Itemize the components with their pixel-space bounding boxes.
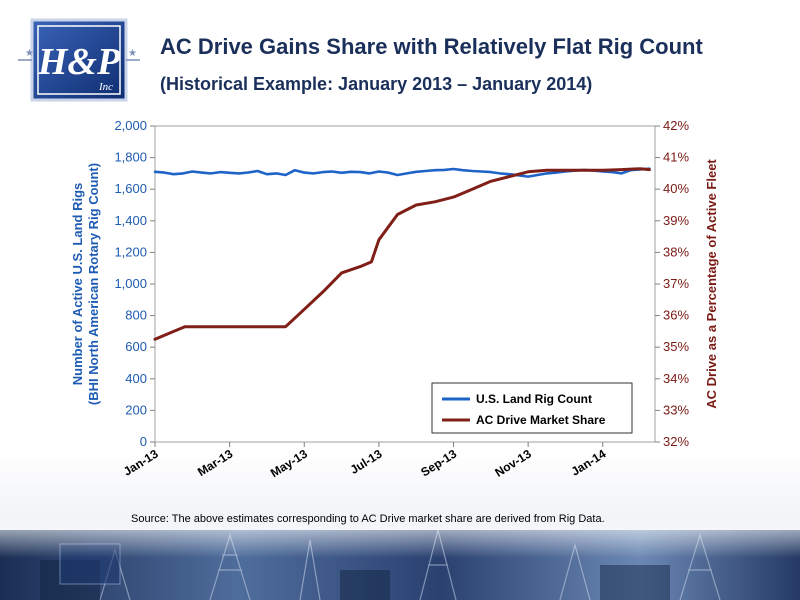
x-tick-label: Nov-13 bbox=[492, 446, 534, 479]
svg-text:★: ★ bbox=[25, 48, 34, 59]
svg-text:H&P: H&P bbox=[37, 41, 121, 83]
right-tick-label: 32% bbox=[663, 434, 689, 449]
left-tick-label: 1,000 bbox=[114, 276, 147, 291]
page-subtitle: (Historical Example: January 2013 – Janu… bbox=[160, 74, 593, 94]
right-tick-label: 37% bbox=[663, 276, 689, 291]
svg-text:★: ★ bbox=[128, 48, 137, 59]
legend-label-rig-count: U.S. Land Rig Count bbox=[476, 392, 592, 406]
right-tick-label: 35% bbox=[663, 339, 689, 354]
left-tick-label: 2,000 bbox=[114, 118, 147, 133]
page-title: AC Drive Gains Share with Relatively Fla… bbox=[160, 34, 703, 59]
x-tick-label: Jan-13 bbox=[121, 447, 161, 479]
left-tick-label: 1,400 bbox=[114, 213, 147, 228]
x-tick-label: Sep-13 bbox=[418, 447, 459, 480]
left-tick-label: 200 bbox=[125, 402, 147, 417]
left-tick-label: 1,200 bbox=[114, 244, 147, 259]
x-tick-label: Mar-13 bbox=[195, 447, 236, 480]
right-tick-label: 38% bbox=[663, 244, 689, 259]
ac-drive-share-line bbox=[153, 167, 651, 341]
left-tick-label: 600 bbox=[125, 339, 147, 354]
x-tick-label: Jan-14 bbox=[569, 447, 609, 479]
left-tick-label: 0 bbox=[140, 434, 147, 449]
legend-label-ac-drive: AC Drive Market Share bbox=[476, 413, 606, 427]
legend-box bbox=[431, 382, 633, 434]
right-tick-label: 33% bbox=[663, 402, 689, 417]
right-tick-label: 34% bbox=[663, 371, 689, 386]
dual-axis-line-chart: 0 200 400 600 800 1,000 1,200 1,400 1,600 1,800 2,… bbox=[70, 118, 719, 480]
legend: U.S. Land Rig Count AC Drive Market Shar… bbox=[431, 382, 633, 434]
right-tick-label: 40% bbox=[663, 181, 689, 196]
left-tick-label: 1,800 bbox=[114, 150, 147, 165]
right-tick-label: 42% bbox=[663, 118, 689, 133]
hp-logo: ★ ★ H&P Inc bbox=[18, 18, 140, 102]
right-tick-label: 39% bbox=[663, 213, 689, 228]
left-axis-title-line2: (BHI North American Rotary Rig Count) bbox=[86, 163, 101, 405]
x-tick-label: Jul-13 bbox=[348, 447, 385, 477]
left-axis-ticks: 0 200 400 600 800 1,000 1,200 1,400 1,600 1,800 2,… bbox=[114, 118, 155, 449]
series-layer bbox=[153, 167, 651, 341]
left-tick-label: 1,600 bbox=[114, 181, 147, 196]
x-axis-ticks: Jan-13 Mar-13 May-13 Jul-13 Sep-13 Nov-13 Jan-… bbox=[121, 442, 609, 480]
footer-photo-banner bbox=[0, 530, 800, 600]
left-axis-title-line1: Number of Active U.S. Land Rigs bbox=[70, 183, 85, 386]
left-tick-label: 800 bbox=[125, 308, 147, 323]
left-tick-label: 400 bbox=[125, 371, 147, 386]
right-axis-ticks: 32% 33% 34% 35% 36% 37% 38% 39% 40% 41% 42% bbox=[655, 118, 689, 449]
source-note: Source: The above estimates correspondin… bbox=[131, 513, 605, 525]
right-tick-label: 41% bbox=[663, 150, 689, 165]
x-tick-label: May-13 bbox=[268, 446, 310, 480]
svg-text:Inc: Inc bbox=[98, 81, 113, 93]
right-tick-label: 36% bbox=[663, 308, 689, 323]
right-axis-title: AC Drive as a Percentage of Active Fleet bbox=[704, 159, 719, 409]
